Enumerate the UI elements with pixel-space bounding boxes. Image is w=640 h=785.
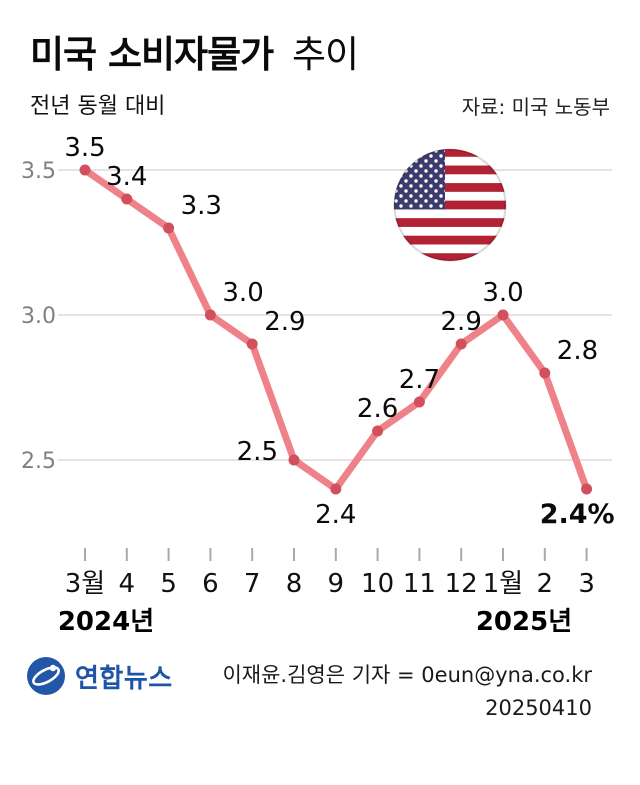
x-axis-label: 4 xyxy=(119,569,136,599)
data-label: 2.9 xyxy=(441,307,482,337)
data-label: 3.3 xyxy=(181,191,222,221)
data-point xyxy=(246,338,258,350)
reporter-credit: 이재윤.김영은 기자 = 0eun@yna.co.kr xyxy=(222,663,592,687)
x-axis-label: 5 xyxy=(160,569,177,599)
data-label: 2.4 xyxy=(315,500,356,530)
data-point xyxy=(455,338,467,350)
data-label: 3.0 xyxy=(482,278,523,308)
x-axis-label: 1월 xyxy=(483,569,523,599)
y-axis-tick-label: 2.5 xyxy=(21,449,56,474)
yonhap-logo: 연합뉴스 xyxy=(26,656,173,696)
page-title: 미국 소비자물가 추이 xyxy=(30,24,359,78)
yonhap-logo-icon xyxy=(27,657,65,695)
data-label: 2.5 xyxy=(237,437,278,467)
x-axis-label: 8 xyxy=(286,569,303,599)
data-point xyxy=(288,454,300,466)
us-flag-stripes xyxy=(394,149,506,261)
chart-subtitle: 전년 동월 대비 xyxy=(30,94,166,119)
cpi-series-line xyxy=(81,166,591,493)
data-point xyxy=(539,367,551,379)
x-axis-label: 9 xyxy=(328,569,345,599)
data-labels: 3.53.43.33.02.92.52.42.62.72.93.02.82.4% xyxy=(64,133,614,530)
data-label: 2.7 xyxy=(399,365,440,395)
data-point xyxy=(163,222,175,234)
x-axis-label: 11 xyxy=(403,569,436,599)
x-axis-label: 3월 xyxy=(65,569,105,599)
x-axis-labels: 3월 4 5 6 7 8 9 10 11 12 1월 2 3 xyxy=(65,569,595,599)
y-axis-tick-label: 3.5 xyxy=(21,159,56,184)
yonhap-logo-text: 연합뉴스 xyxy=(75,663,173,694)
data-point xyxy=(372,425,384,437)
data-point xyxy=(581,483,593,495)
data-source-label: 자료: 미국 노동부 xyxy=(461,95,610,119)
x-axis-label: 12 xyxy=(445,569,478,599)
data-point xyxy=(121,193,133,205)
data-label: 2.6 xyxy=(357,394,398,424)
data-label: 2.8 xyxy=(557,336,598,366)
x-axis-ticks xyxy=(84,548,588,561)
data-point xyxy=(330,483,342,495)
credit-block: 이재윤.김영은 기자 = 0eun@yna.co.kr 20250410 xyxy=(222,663,592,721)
x-axis-label: 10 xyxy=(361,569,394,599)
publish-date: 20250410 xyxy=(485,696,592,721)
gridlines: 3.5 3.0 2.5 xyxy=(21,159,612,474)
year-labels: 2024년 2025년 xyxy=(58,607,572,637)
year-label: 2025년 xyxy=(476,607,572,637)
x-axis-label: 3 xyxy=(578,569,595,599)
x-axis-label: 7 xyxy=(244,569,261,599)
data-point xyxy=(204,309,216,321)
x-axis-label: 2 xyxy=(537,569,554,599)
data-label-latest: 2.4% xyxy=(540,499,615,530)
data-label: 3.5 xyxy=(64,133,105,163)
data-point xyxy=(79,164,91,176)
page-title-sub: 추이 xyxy=(291,33,359,76)
data-label: 3.4 xyxy=(106,162,147,192)
data-point xyxy=(497,309,509,321)
y-axis-tick-label: 3.0 xyxy=(21,304,56,329)
page-title-main: 미국 소비자물가 xyxy=(30,33,274,76)
x-axis-label: 6 xyxy=(202,569,219,599)
data-points xyxy=(79,164,593,495)
data-label: 2.9 xyxy=(264,307,305,337)
us-flag-icon xyxy=(393,148,507,262)
data-point xyxy=(413,396,425,408)
data-label: 3.0 xyxy=(222,278,263,308)
year-label: 2024년 xyxy=(58,607,154,637)
cpi-line-chart: 3.53.02.53.53.43.33.02.92.52.42.62.72.93… xyxy=(21,133,615,637)
